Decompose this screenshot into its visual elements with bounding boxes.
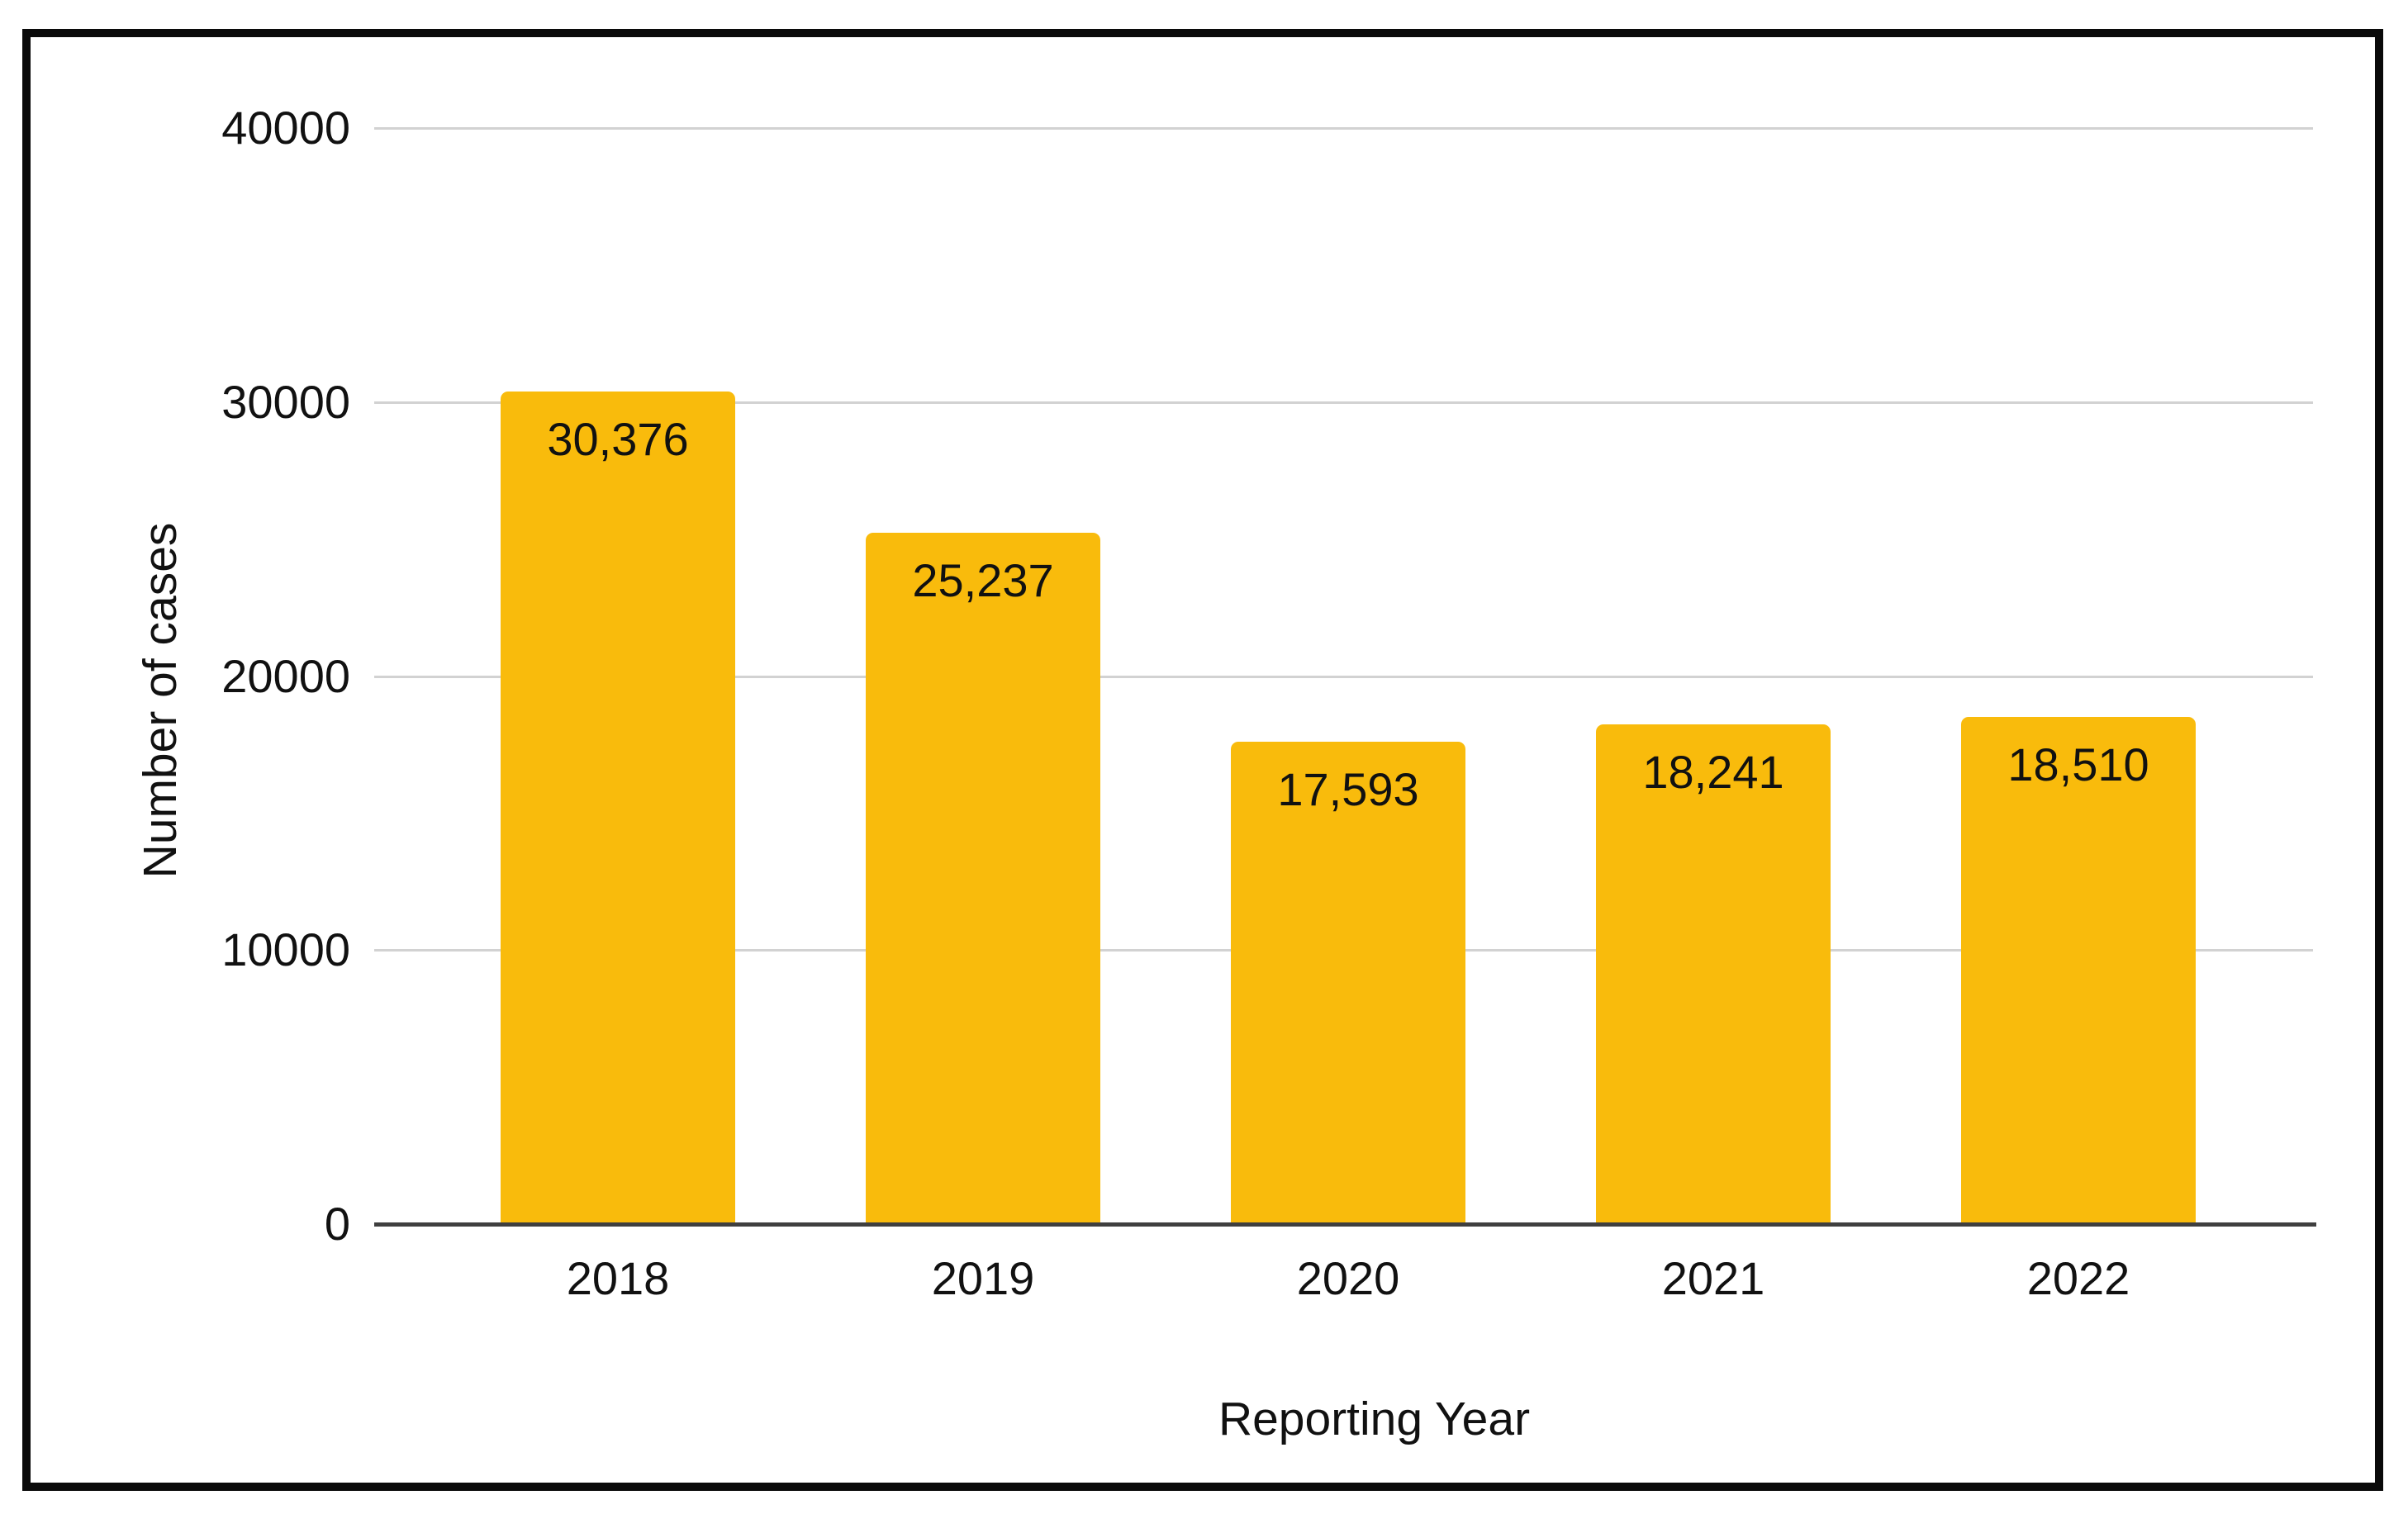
x-tick-label: 2018 [566,1252,670,1304]
x-tick-label: 2020 [1296,1252,1400,1304]
y-tick-label: 0 [324,1198,350,1250]
bar [1231,742,1465,1224]
y-tick-label: 20000 [221,650,350,702]
bar-value-label: 18,241 [1642,745,1784,798]
bar-value-label: 17,593 [1277,763,1419,816]
bar [1596,724,1831,1224]
bar-value-label: 25,237 [912,553,1054,606]
bar-value-label: 30,376 [547,413,689,466]
y-tick-label: 10000 [221,923,350,975]
x-tick-label: 2019 [931,1252,1035,1304]
bar [1961,716,2196,1224]
gridline [374,401,2313,404]
y-axis-title: Number of cases [134,522,187,879]
bar [501,392,735,1224]
x-tick-label: 2022 [2026,1252,2130,1304]
bar-value-label: 18,510 [2007,738,2149,790]
x-axis-line [374,1222,2316,1227]
bar [866,532,1100,1224]
x-axis-title: Reporting Year [1218,1393,1531,1445]
x-tick-label: 2021 [1661,1252,1765,1304]
y-tick-label: 30000 [221,376,350,428]
chart-frame: 0 10000 20000 30000 40000 30,376 2018 25,237 201… [22,29,2383,1491]
gridline [374,127,2313,130]
y-tick-label: 40000 [221,102,350,154]
gridline [374,676,2313,678]
